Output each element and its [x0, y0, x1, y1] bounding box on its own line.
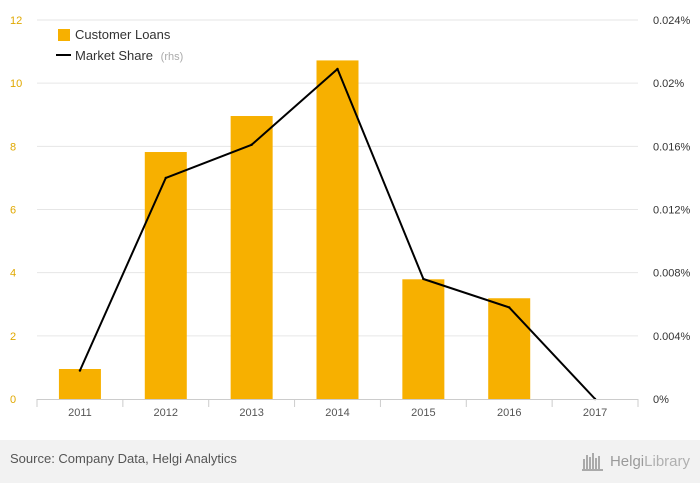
y-right-tick-label: 0.004% [653, 331, 691, 343]
legend-label-market-share-name: Market Share [75, 48, 153, 63]
y-right-tick-label: 0.024% [653, 15, 691, 27]
y-right-tick-label: 0% [653, 394, 669, 406]
point-market-share-2014 [336, 67, 339, 71]
y-left-tick-label: 6 [10, 205, 16, 217]
y-axis-right: 0% 0.004% 0.008% 0.012% 0.016% 0.02% 0.024% [653, 15, 691, 406]
chart: 2011 2012 2013 2014 2015 2016 2017 0 2 4 6 8 10 12 0… [10, 15, 691, 419]
y-right-tick-label: 0.016% [653, 141, 691, 153]
point-market-share-2012 [164, 176, 167, 180]
y-right-tick-label: 0.008% [653, 268, 691, 280]
x-tick-label: 2014 [325, 407, 349, 419]
x-axis: 2011 2012 2013 2014 2015 2016 2017 [36, 399, 639, 419]
point-market-share-2013 [250, 143, 253, 146]
y-left-tick-label: 0 [10, 394, 16, 406]
y-left-tick-label: 8 [10, 141, 16, 153]
source-note: Source: Company Data, Helgi Analytics [10, 451, 237, 466]
y-right-tick-label: 0.012% [653, 205, 691, 217]
bar-customer-loans-2015 [402, 279, 445, 399]
y-axis-left: 0 2 4 6 8 10 12 [10, 15, 22, 406]
point-market-share-2015 [422, 277, 425, 281]
legend-swatch-customer-loans [58, 29, 70, 41]
bar-customer-loans-2011 [58, 368, 101, 399]
x-tick-label: 2013 [239, 407, 263, 419]
y-right-tick-label: 0.02% [653, 78, 684, 90]
y-left-tick-label: 10 [10, 78, 22, 90]
bar-customer-loans-2014 [316, 60, 359, 399]
x-tick-label: 2017 [583, 407, 607, 419]
bars [58, 60, 531, 399]
point-market-share-2011 [78, 369, 82, 372]
legend-label-customer-loans: Customer Loans [75, 27, 171, 42]
footer: Source: Company Data, Helgi Analytics He… [0, 440, 700, 483]
y-left-tick-label: 12 [10, 15, 22, 27]
x-tick-label: 2016 [497, 407, 521, 419]
market-share-line-layer [78, 67, 597, 401]
legend: Customer Loans Market Share (rhs) [56, 27, 183, 63]
bar-customer-loans-2013 [230, 116, 273, 399]
brand-name-part2: Library [644, 452, 690, 470]
library-icon [581, 453, 603, 471]
bar-customer-loans-2012 [144, 152, 187, 399]
brand-name-part1: Helgi [609, 452, 645, 470]
brand-logo: Helgi Library [581, 449, 690, 473]
y-left-tick-label: 4 [10, 268, 16, 280]
legend-label-market-share-suffix: (rhs) [161, 51, 184, 63]
x-tick-label: 2012 [154, 407, 178, 419]
point-market-share-2016 [508, 306, 511, 309]
x-tick-label: 2011 [68, 407, 92, 419]
brand-name: Helgi Library [610, 453, 690, 470]
bar-customer-loans-2016 [488, 298, 531, 399]
legend-label-market-share: Market Share (rhs) [75, 48, 183, 63]
x-tick-label: 2015 [411, 407, 435, 419]
y-left-tick-label: 2 [10, 331, 16, 343]
